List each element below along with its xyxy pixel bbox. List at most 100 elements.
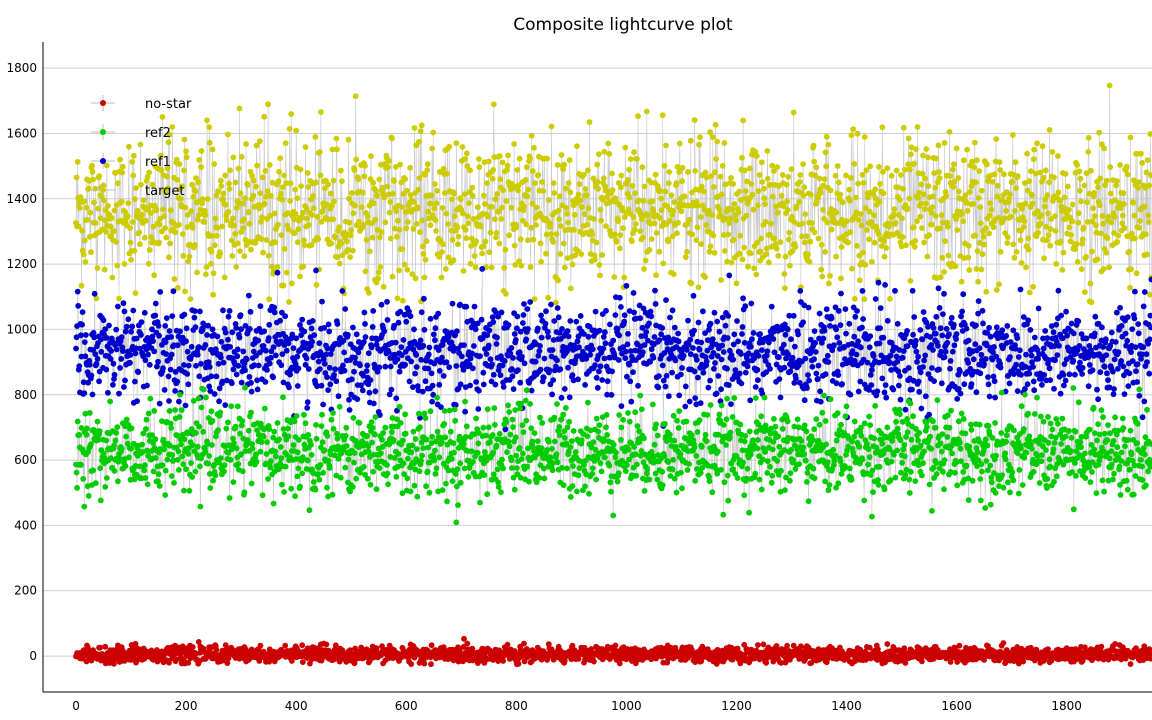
data-point bbox=[302, 361, 309, 368]
data-point bbox=[385, 164, 391, 171]
data-point bbox=[932, 330, 939, 337]
data-point bbox=[469, 193, 476, 199]
data-point bbox=[412, 275, 419, 282]
data-point bbox=[931, 170, 937, 177]
data-point bbox=[558, 394, 565, 401]
data-point bbox=[128, 256, 135, 263]
data-point bbox=[597, 272, 603, 279]
data-point bbox=[1080, 224, 1087, 231]
data-point bbox=[212, 215, 219, 222]
data-point bbox=[436, 454, 443, 461]
data-point bbox=[373, 187, 379, 194]
data-point bbox=[515, 187, 521, 194]
data-point bbox=[718, 356, 725, 363]
data-point bbox=[412, 370, 418, 377]
data-point bbox=[392, 164, 399, 170]
data-point bbox=[248, 480, 255, 487]
data-point bbox=[320, 469, 326, 476]
data-point bbox=[1093, 222, 1099, 229]
data-point bbox=[928, 342, 935, 348]
data-point bbox=[295, 365, 302, 372]
data-point bbox=[465, 474, 472, 480]
data-point bbox=[631, 149, 637, 156]
data-point bbox=[521, 203, 527, 210]
data-point bbox=[811, 229, 818, 236]
data-point bbox=[595, 428, 602, 435]
data-point bbox=[351, 167, 358, 174]
data-point bbox=[147, 395, 154, 402]
data-point bbox=[925, 154, 931, 161]
data-point bbox=[190, 193, 197, 200]
data-point bbox=[95, 205, 101, 212]
data-point bbox=[862, 205, 869, 212]
data-point bbox=[789, 354, 796, 361]
data-point bbox=[947, 365, 953, 372]
data-point bbox=[96, 368, 103, 375]
data-point bbox=[461, 342, 467, 348]
data-point bbox=[156, 400, 163, 407]
data-point bbox=[705, 384, 712, 391]
data-point bbox=[853, 209, 860, 216]
data-point bbox=[929, 221, 935, 228]
data-point bbox=[1055, 287, 1062, 294]
data-point bbox=[264, 439, 270, 445]
data-point bbox=[1021, 218, 1028, 225]
data-point bbox=[278, 362, 285, 369]
data-point bbox=[662, 188, 669, 195]
data-point bbox=[739, 331, 745, 337]
data-point bbox=[801, 239, 808, 246]
data-point bbox=[1041, 203, 1048, 210]
data-point bbox=[493, 341, 500, 347]
data-point bbox=[625, 446, 632, 453]
data-point bbox=[858, 211, 864, 218]
data-point bbox=[992, 394, 998, 401]
data-point bbox=[566, 418, 573, 425]
data-point bbox=[729, 206, 735, 213]
data-point bbox=[564, 328, 571, 334]
data-point bbox=[372, 388, 379, 395]
data-point bbox=[745, 350, 752, 357]
data-point bbox=[1079, 236, 1086, 243]
data-point bbox=[271, 210, 278, 217]
data-point bbox=[281, 489, 287, 495]
data-point bbox=[256, 205, 263, 212]
data-point bbox=[972, 341, 979, 348]
data-point bbox=[533, 222, 539, 228]
data-point bbox=[1117, 162, 1123, 168]
data-point bbox=[569, 483, 576, 489]
data-point bbox=[79, 321, 85, 328]
data-point bbox=[274, 264, 281, 270]
data-point bbox=[813, 164, 820, 171]
data-point bbox=[493, 230, 500, 236]
data-point bbox=[711, 249, 718, 256]
data-point bbox=[762, 201, 768, 208]
data-point bbox=[233, 445, 240, 452]
data-point bbox=[1045, 232, 1052, 239]
data-point bbox=[96, 378, 102, 385]
data-point bbox=[905, 135, 912, 142]
data-point bbox=[427, 408, 434, 415]
data-point bbox=[951, 342, 958, 349]
data-point bbox=[741, 167, 748, 174]
data-point bbox=[1112, 339, 1119, 345]
data-point bbox=[269, 263, 275, 270]
data-point bbox=[98, 348, 105, 355]
data-point bbox=[721, 140, 728, 146]
data-point bbox=[176, 221, 182, 228]
data-point bbox=[235, 165, 242, 172]
data-point bbox=[1088, 299, 1095, 306]
data-point bbox=[194, 269, 201, 276]
data-point bbox=[129, 219, 136, 225]
data-point bbox=[1100, 266, 1107, 272]
data-point bbox=[94, 265, 101, 271]
data-point bbox=[141, 467, 148, 474]
data-point bbox=[436, 368, 443, 374]
data-point bbox=[973, 389, 980, 396]
data-point bbox=[479, 250, 486, 257]
data-point bbox=[272, 448, 279, 455]
data-point bbox=[419, 243, 426, 250]
data-point bbox=[370, 200, 377, 207]
data-point bbox=[890, 386, 897, 393]
data-point bbox=[141, 309, 148, 316]
data-point bbox=[286, 125, 293, 132]
